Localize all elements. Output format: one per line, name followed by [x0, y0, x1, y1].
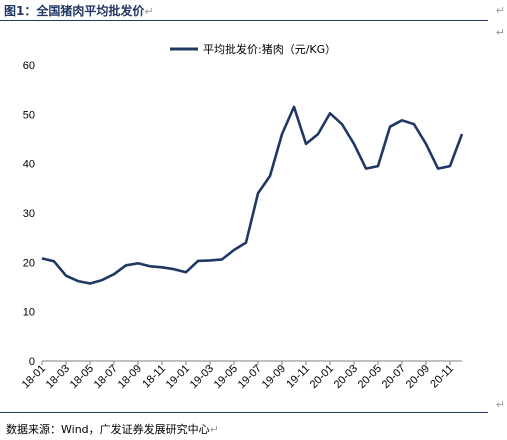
y-tick-label: 0: [29, 356, 35, 368]
bottom-rule: [0, 412, 488, 413]
x-tick-label: 18-11: [140, 363, 168, 391]
x-tick-label: 20-07: [380, 363, 408, 391]
figure-title-text: 图1：全国猪肉平均批发价: [4, 4, 145, 18]
x-tick-label: 19-03: [188, 363, 216, 391]
x-tick-label: 19-07: [236, 363, 264, 391]
y-tick-label: 60: [23, 60, 35, 72]
x-tick-label: 20-09: [404, 363, 432, 391]
y-tick-label: 30: [23, 208, 35, 220]
line-chart: 平均批发价:猪肉（元/KG） 0 10 20 30 40 50 60 18-0118-031…: [20, 42, 464, 391]
x-tick-label: 20-05: [356, 363, 384, 391]
side-paragraph-mark-icon: ↵: [495, 26, 505, 39]
side-paragraph-mark-icon: ↵: [495, 4, 505, 17]
x-tick-label: 18-07: [92, 363, 120, 391]
paragraph-mark-icon: ↵: [209, 423, 219, 436]
y-tick-label: 50: [23, 109, 35, 121]
source-text: 数据来源：Wind，广发证券发展研究中心: [6, 423, 210, 436]
x-tick-label: 19-05: [212, 363, 240, 391]
x-axis: 18-0118-0318-0518-0718-0918-1119-0119-03…: [20, 360, 462, 391]
figure-title: 图1：全国猪肉平均批发价↵: [4, 2, 154, 20]
x-tick-label: 20-03: [332, 363, 360, 391]
y-tick-label: 10: [23, 307, 35, 319]
source-note: 数据来源：Wind，广发证券发展研究中心↵: [6, 421, 219, 437]
top-rule: [0, 20, 488, 21]
x-tick-label: 19-01: [164, 363, 192, 391]
x-tick-label: 20-11: [428, 363, 456, 391]
x-tick-label: 18-05: [68, 363, 96, 391]
legend-label: 平均批发价:猪肉（元/KG）: [203, 42, 336, 56]
y-tick-label: 40: [23, 159, 35, 171]
y-tick-label: 20: [23, 257, 35, 269]
y-axis: 0 10 20 30 40 50 60: [23, 60, 35, 368]
x-tick-label: 18-09: [116, 363, 144, 391]
paragraph-mark-icon: ↵: [144, 5, 154, 18]
x-tick-label: 19-09: [260, 363, 288, 391]
series-line-pork-price: [41, 105, 464, 285]
x-tick-label: 19-11: [284, 363, 312, 391]
x-tick-label: 20-01: [308, 363, 336, 391]
x-tick-label: 18-03: [44, 363, 72, 391]
side-paragraph-mark-icon: ↵: [495, 398, 505, 411]
chart-legend: 平均批发价:猪肉（元/KG）: [170, 42, 336, 56]
